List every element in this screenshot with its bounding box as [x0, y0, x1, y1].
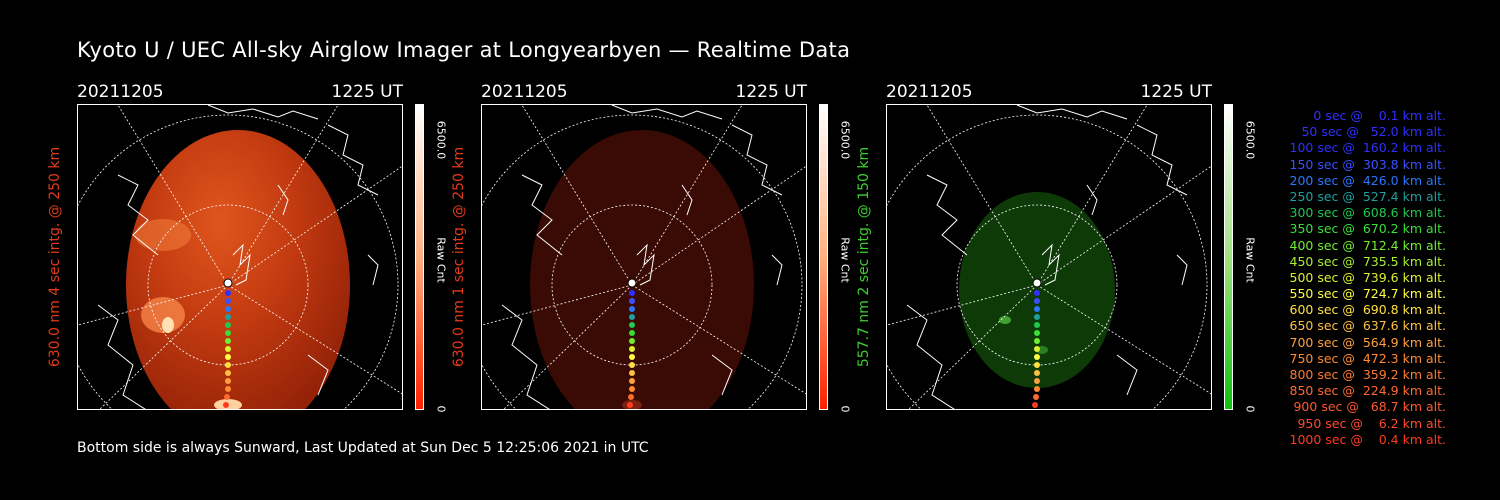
colorbar-min: 0	[838, 405, 852, 413]
legend-row: 650 sec @ 637.6 km alt.	[1289, 318, 1446, 334]
imager-panel-1: 20211205 1225 UT	[47, 82, 487, 432]
legend-row: 500 sec @ 739.6 km alt.	[1289, 269, 1446, 285]
coastline	[501, 105, 783, 409]
coastline	[906, 105, 1188, 409]
imager-panel-3: 20211205 1225 UT	[856, 82, 1296, 432]
colorbar	[819, 104, 828, 410]
page-title: Kyoto U / UEC All-sky Airglow Imager at …	[77, 38, 851, 62]
colorbar	[415, 104, 424, 410]
colorbar-max: 6500.0	[838, 120, 852, 160]
legend-row: 150 sec @ 303.8 km alt.	[1289, 156, 1446, 172]
legend-row: 100 sec @ 160.2 km alt.	[1289, 140, 1446, 156]
panel-date: 20211205	[77, 82, 164, 102]
legend-row: 850 sec @ 224.9 km alt.	[1289, 383, 1446, 399]
legend-row: 600 sec @ 690.8 km alt.	[1289, 302, 1446, 318]
colorbar-max: 6500.0	[1243, 120, 1257, 160]
legend-row: 400 sec @ 712.4 km alt.	[1289, 237, 1446, 253]
legend-row: 200 sec @ 426.0 km alt.	[1289, 172, 1446, 188]
trajectory-track	[1032, 278, 1042, 408]
allsky-image-frame	[481, 104, 807, 410]
allsky-image	[482, 105, 806, 409]
colorbar-min: 0	[434, 405, 448, 413]
allsky-image	[887, 105, 1211, 409]
legend-row: 50 sec @ 52.0 km alt.	[1301, 124, 1446, 140]
panel-ylabel: 630.0 nm 1 sec intg. @ 250 km	[451, 146, 467, 368]
allsky-image	[78, 105, 402, 409]
allsky-image-frame	[886, 104, 1212, 410]
legend-row: 550 sec @ 724.7 km alt.	[1289, 286, 1446, 302]
allsky-image-frame	[77, 104, 403, 410]
panel-date: 20211205	[886, 82, 973, 102]
airglow-blob	[530, 130, 754, 409]
imager-panel-2: 20211205 1225 UT	[451, 82, 891, 432]
legend-row: 800 sec @ 359.2 km alt.	[1289, 367, 1446, 382]
colorbar-min: 0	[1243, 405, 1257, 413]
grid-lines	[887, 105, 1211, 409]
legend-row: 0 sec @ 0.1 km alt.	[1313, 108, 1446, 123]
legend-row: 350 sec @ 670.2 km alt.	[1289, 221, 1446, 237]
coastline	[97, 105, 379, 409]
trajectory-track	[627, 278, 637, 408]
legend-row: 900 sec @ 68.7 km alt.	[1293, 399, 1446, 415]
airglow-blob	[126, 130, 350, 409]
legend-row: 950 sec @ 6.2 km alt.	[1297, 415, 1446, 431]
colorbar-label: Raw Cnt	[838, 237, 852, 283]
colorbar-label: Raw Cnt	[1243, 237, 1257, 283]
colorbar-label: Raw Cnt	[434, 237, 448, 283]
legend-row: 750 sec @ 472.3 km alt.	[1289, 350, 1446, 366]
legend-row: 250 sec @ 527.4 km alt.	[1289, 188, 1446, 204]
legend-row: 300 sec @ 608.6 km alt.	[1289, 205, 1446, 221]
legend-row: 450 sec @ 735.5 km alt.	[1289, 253, 1446, 269]
panel-time: 1225 UT	[735, 82, 808, 102]
colorbar-max: 6500.0	[434, 120, 448, 160]
trajectory-track	[223, 278, 233, 408]
panel-ylabel: 557.7 nm 2 sec intg. @ 150 km	[856, 146, 872, 368]
colorbar	[1224, 104, 1233, 410]
panel-ylabel: 630.0 nm 4 sec intg. @ 250 km	[47, 146, 63, 368]
legend-row: 1000 sec @ 0.4 km alt.	[1289, 431, 1446, 447]
panel-date: 20211205	[481, 82, 568, 102]
legend-row: 700 sec @ 564.9 km alt.	[1289, 334, 1446, 350]
footer-note: Bottom side is always Sunward, Last Upda…	[77, 440, 649, 456]
panel-time: 1225 UT	[1140, 82, 1213, 102]
panel-time: 1225 UT	[331, 82, 404, 102]
trajectory-legend: 0 sec @ 0.1 km alt. 50 sec @ 52.0 km alt…	[1268, 108, 1446, 448]
